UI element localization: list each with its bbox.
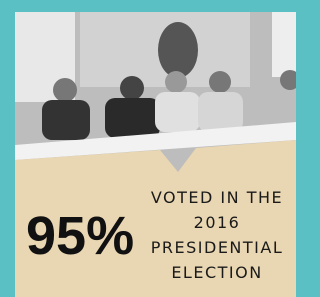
photo-person (165, 71, 187, 93)
photo-person (198, 92, 243, 132)
photo-person (42, 100, 90, 140)
caption-line: PRESIDENTIAL (151, 238, 284, 257)
stat-value: 95% (26, 206, 134, 266)
photo-person (155, 92, 200, 132)
infographic: 95% VOTED IN THE 2016 PRESIDENTIAL ELECT… (0, 0, 296, 297)
page: 95% VOTED IN THE 2016 PRESIDENTIAL ELECT… (0, 0, 296, 297)
photo-person (209, 71, 231, 93)
photo-person (53, 78, 77, 102)
caption-line: VOTED IN THE (151, 188, 283, 207)
caption-line: ELECTION (171, 263, 262, 282)
photo-person (120, 76, 144, 100)
caption-line: 2016 (194, 213, 241, 232)
photo-window (272, 12, 296, 77)
photo-plant (158, 22, 198, 78)
photo-person (105, 98, 160, 138)
